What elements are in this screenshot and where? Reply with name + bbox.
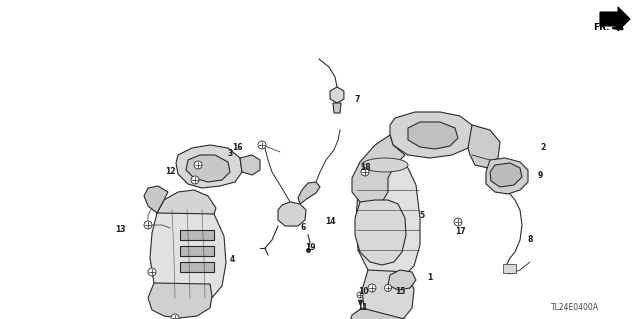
Polygon shape (352, 135, 405, 206)
Text: 10: 10 (358, 287, 368, 296)
Text: 14: 14 (324, 218, 335, 226)
Text: 11: 11 (356, 303, 367, 313)
Polygon shape (186, 155, 230, 182)
Polygon shape (490, 163, 522, 187)
Circle shape (144, 221, 152, 229)
Text: 4: 4 (229, 256, 235, 264)
Polygon shape (348, 308, 408, 319)
Text: 13: 13 (115, 226, 125, 234)
Polygon shape (388, 270, 416, 290)
Circle shape (258, 141, 266, 149)
Polygon shape (600, 7, 630, 31)
Circle shape (171, 314, 179, 319)
Text: 17: 17 (454, 227, 465, 236)
Text: TL24E0400A: TL24E0400A (551, 303, 599, 313)
Polygon shape (333, 103, 341, 113)
Polygon shape (278, 202, 306, 226)
Polygon shape (176, 145, 242, 188)
FancyBboxPatch shape (502, 263, 515, 272)
Polygon shape (150, 206, 226, 304)
Circle shape (385, 285, 392, 292)
Text: 19: 19 (305, 243, 316, 253)
Text: 2: 2 (540, 144, 546, 152)
Polygon shape (330, 87, 344, 103)
Polygon shape (157, 190, 216, 214)
Polygon shape (180, 246, 214, 256)
Text: FR.: FR. (593, 24, 609, 33)
Polygon shape (180, 230, 214, 240)
Polygon shape (408, 122, 458, 149)
Text: 9: 9 (538, 170, 543, 180)
Polygon shape (240, 155, 260, 175)
Circle shape (368, 284, 376, 292)
Polygon shape (390, 112, 475, 158)
Text: 16: 16 (232, 144, 243, 152)
Circle shape (148, 268, 156, 276)
Circle shape (191, 176, 199, 184)
Polygon shape (486, 158, 528, 194)
Text: 8: 8 (527, 235, 532, 244)
Circle shape (194, 161, 202, 169)
Circle shape (357, 292, 363, 298)
Circle shape (454, 218, 462, 226)
Polygon shape (148, 283, 212, 318)
Text: 18: 18 (360, 164, 371, 173)
Polygon shape (144, 186, 168, 213)
Text: 7: 7 (355, 95, 360, 105)
Circle shape (361, 168, 369, 176)
Polygon shape (298, 182, 320, 204)
Ellipse shape (362, 158, 408, 172)
Polygon shape (468, 125, 500, 168)
Polygon shape (180, 262, 214, 272)
Polygon shape (355, 200, 406, 265)
Text: 3: 3 (227, 149, 232, 158)
Text: 12: 12 (164, 167, 175, 176)
Text: 1: 1 (428, 273, 433, 283)
Text: 15: 15 (395, 287, 405, 296)
Polygon shape (362, 270, 414, 319)
Text: 5: 5 (419, 211, 424, 219)
Text: 6: 6 (300, 224, 306, 233)
Polygon shape (356, 160, 420, 280)
